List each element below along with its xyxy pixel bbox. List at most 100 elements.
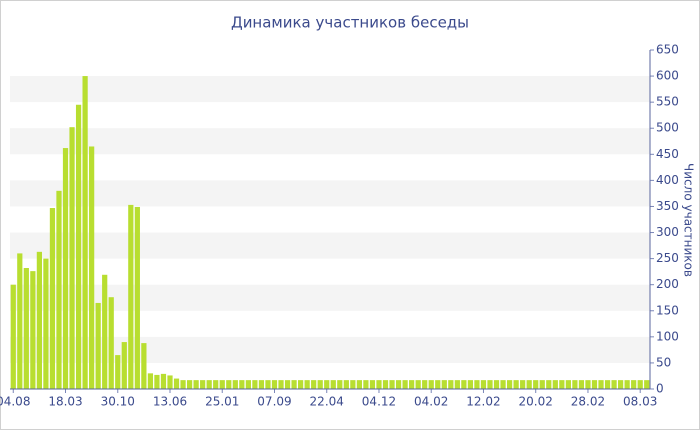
bar	[304, 380, 310, 389]
bar	[454, 380, 460, 389]
bar	[324, 380, 330, 389]
bar	[232, 380, 238, 389]
bar	[317, 380, 323, 389]
bar	[108, 297, 114, 389]
bar	[121, 342, 127, 389]
bar	[500, 380, 506, 389]
x-tick-label: 18.03	[48, 395, 82, 409]
bar	[559, 380, 565, 389]
bar	[298, 380, 304, 389]
bar	[206, 380, 212, 389]
x-tick-label: 08.03	[623, 395, 657, 409]
bar	[533, 380, 539, 389]
bar	[395, 380, 402, 389]
chart-title: Динамика участников беседы	[231, 14, 469, 32]
x-tick-label: 20.02	[519, 395, 553, 409]
bar	[75, 104, 82, 389]
bar	[565, 380, 571, 389]
x-tick-label: 07.09	[257, 395, 291, 409]
bar	[291, 380, 297, 389]
bar	[10, 284, 16, 389]
x-tick-label: 28.02	[571, 395, 605, 409]
bar	[337, 380, 343, 389]
x-tick-label: 30.10	[101, 395, 135, 409]
bar	[526, 380, 532, 389]
bar	[226, 380, 232, 389]
bar	[480, 380, 487, 389]
bar	[552, 380, 558, 389]
bar	[252, 380, 258, 389]
bar	[487, 380, 493, 389]
bar	[23, 268, 29, 389]
x-tick-label: 04.08	[0, 395, 30, 409]
bar	[415, 380, 421, 389]
y-tick-label: 500	[656, 121, 679, 135]
grid-band	[10, 128, 650, 155]
bar	[62, 148, 69, 389]
bar	[265, 380, 271, 389]
x-tick-label: 25.01	[205, 395, 239, 409]
bar	[382, 380, 389, 389]
x-tick-label: 04.12	[362, 395, 396, 409]
bar	[180, 380, 186, 389]
bar	[49, 208, 56, 389]
bar	[17, 253, 23, 389]
bar	[36, 251, 42, 389]
bar	[611, 380, 617, 389]
bar	[428, 380, 434, 389]
bar	[631, 380, 637, 389]
bar	[637, 380, 643, 389]
bar	[422, 380, 428, 389]
bar	[134, 206, 140, 389]
bar	[115, 355, 121, 389]
bar	[82, 76, 88, 390]
y-axis-label: Число участников	[682, 163, 696, 277]
y-tick-label: 100	[656, 329, 679, 343]
x-tick-label: 13.06	[153, 395, 187, 409]
bar	[95, 302, 101, 389]
x-tick-label: 12.02	[466, 395, 500, 409]
bar	[369, 380, 376, 389]
bar	[173, 378, 180, 389]
bar	[539, 380, 545, 389]
bar	[69, 127, 75, 390]
bar	[311, 380, 317, 389]
bar	[461, 380, 467, 389]
bar	[330, 380, 336, 389]
bar	[598, 380, 604, 389]
bar	[402, 380, 408, 389]
bar	[147, 373, 154, 389]
bar	[644, 380, 650, 389]
grid-band	[10, 76, 650, 103]
y-tick-label: 600	[656, 69, 679, 83]
x-tick-label: 04.02	[414, 395, 448, 409]
bar	[284, 380, 291, 389]
bar	[363, 380, 369, 389]
bar	[506, 380, 513, 389]
bar	[213, 380, 219, 389]
bar	[356, 380, 362, 389]
grid-band	[10, 232, 650, 259]
y-tick-label: 650	[656, 43, 679, 57]
bar	[239, 380, 245, 389]
bar	[604, 380, 611, 389]
bar	[409, 380, 415, 389]
bar	[193, 380, 199, 389]
bar	[572, 380, 578, 389]
bar	[271, 380, 278, 389]
bar	[56, 190, 62, 389]
bar	[624, 380, 630, 389]
y-tick-label: 400	[656, 173, 679, 187]
bar	[350, 380, 356, 389]
y-tick-label: 250	[656, 251, 679, 265]
bar	[578, 380, 585, 389]
bar	[546, 380, 552, 389]
bar	[585, 380, 591, 389]
bar	[219, 380, 225, 389]
bar	[258, 380, 265, 389]
bar	[467, 380, 474, 389]
bar	[493, 380, 500, 389]
bar	[154, 374, 160, 389]
